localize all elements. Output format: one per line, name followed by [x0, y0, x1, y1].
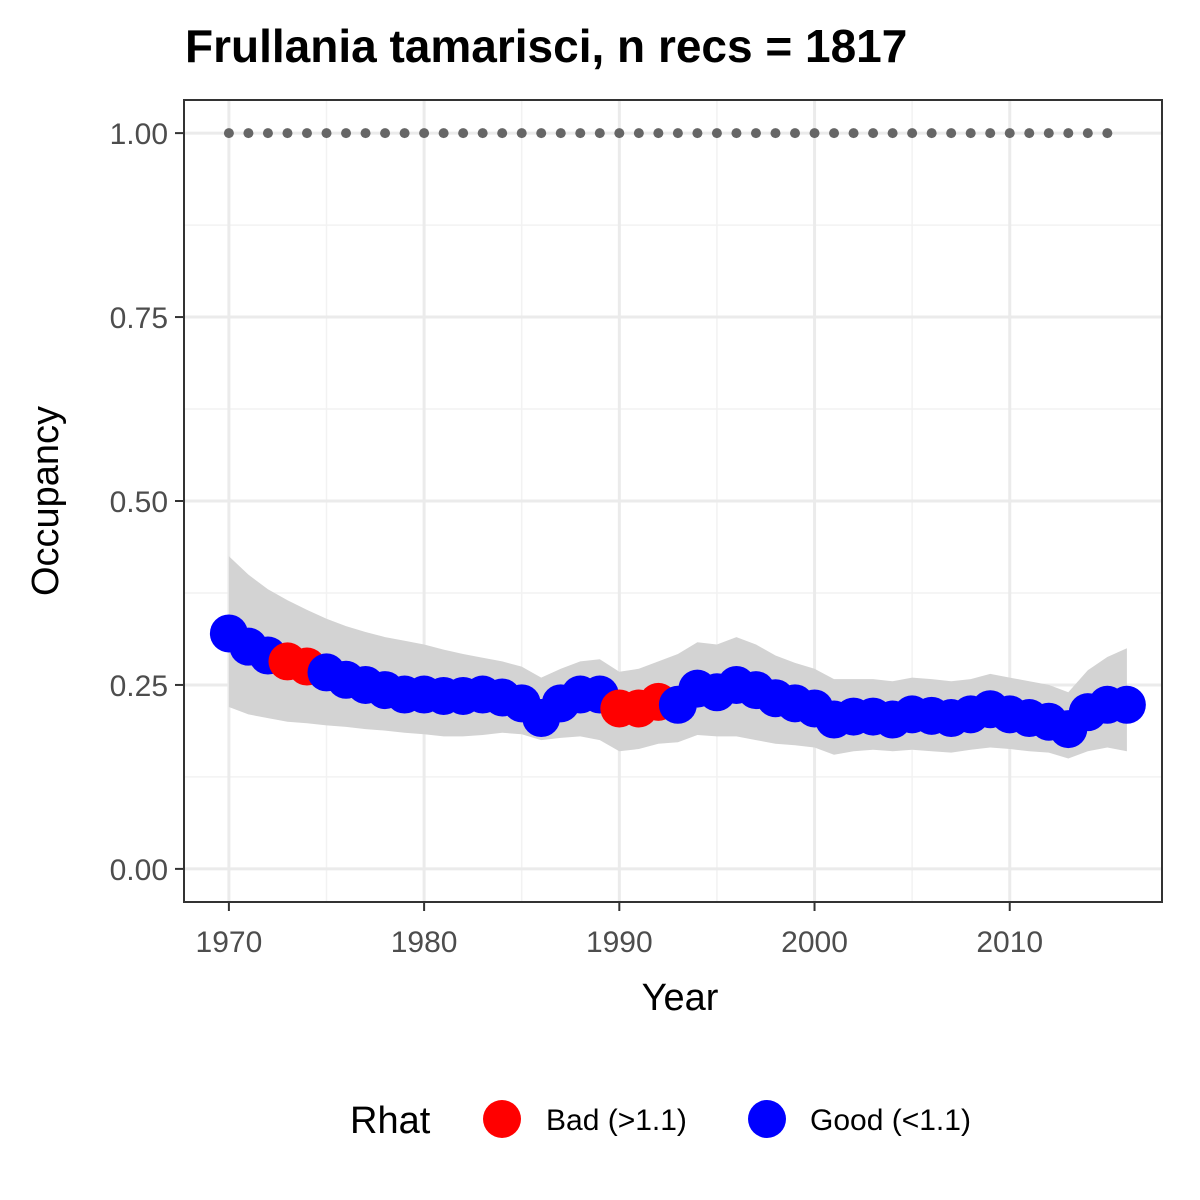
reference-point [536, 128, 547, 139]
reference-point [711, 128, 722, 139]
x-tick-label: 1970 [196, 926, 263, 959]
x-tick-label: 2000 [781, 926, 848, 959]
reference-point [614, 128, 625, 139]
reference-point [770, 128, 781, 139]
reference-point [809, 128, 820, 139]
y-tick-label: 1.00 [110, 118, 168, 151]
reference-point [848, 128, 859, 139]
reference-point [1102, 128, 1113, 139]
reference-point [633, 128, 644, 139]
reference-point [438, 128, 449, 139]
x-tick-label: 2010 [976, 926, 1043, 959]
reference-point [516, 128, 527, 139]
y-axis: 0.00 0.25 0.50 0.75 1.00 [110, 118, 184, 887]
reference-point [653, 128, 664, 139]
reference-point [692, 128, 703, 139]
legend-label-good: Good (<1.1) [810, 1104, 971, 1137]
reference-point [985, 128, 996, 139]
reference-point [458, 128, 469, 139]
reference-point [1024, 128, 1035, 139]
reference-point [262, 128, 273, 139]
legend-key-bad [483, 1100, 521, 1138]
chart-title: Frullania tamarisci, n recs = 1817 [185, 20, 907, 72]
reference-point [1082, 128, 1093, 139]
legend: Rhat Bad (>1.1) Good (<1.1) [350, 1100, 971, 1142]
x-tick-label: 1980 [391, 926, 458, 959]
reference-point [790, 128, 801, 139]
reference-point [672, 128, 683, 139]
y-tick-label: 0.75 [110, 302, 168, 335]
y-tick-label: 0.25 [110, 670, 168, 703]
reference-point [497, 128, 508, 139]
reference-point [1004, 128, 1015, 139]
reference-point [360, 128, 371, 139]
reference-point [575, 128, 586, 139]
y-tick-label: 0.00 [110, 854, 168, 887]
occupancy-point-good [1107, 685, 1146, 724]
reference-point [594, 128, 605, 139]
reference-point [1043, 128, 1054, 139]
reference-point [477, 128, 488, 139]
reference-point [926, 128, 937, 139]
reference-points-layer [223, 128, 1113, 139]
y-tick-label: 0.50 [110, 486, 168, 519]
reference-point [399, 128, 410, 139]
reference-point [282, 128, 293, 139]
reference-point [1063, 128, 1074, 139]
reference-point [223, 128, 234, 139]
reference-point [750, 128, 761, 139]
reference-point [868, 128, 879, 139]
x-tick-label: 1990 [586, 926, 653, 959]
reference-point [243, 128, 254, 139]
legend-title: Rhat [350, 1100, 431, 1142]
reference-point [419, 128, 430, 139]
reference-point [965, 128, 976, 139]
occupancy-points-layer [209, 614, 1146, 749]
y-axis-title: Occupancy [25, 406, 67, 596]
legend-label-bad: Bad (>1.1) [546, 1104, 687, 1137]
reference-point [731, 128, 742, 139]
reference-point [555, 128, 566, 139]
x-axis: 1970 1980 1990 2000 2010 [196, 902, 1043, 959]
reference-point [341, 128, 352, 139]
reference-point [907, 128, 918, 139]
legend-key-good [748, 1100, 786, 1138]
reference-point [321, 128, 332, 139]
reference-point [301, 128, 312, 139]
x-axis-title: Year [642, 977, 719, 1019]
reference-point [380, 128, 391, 139]
reference-point [829, 128, 840, 139]
reference-point [887, 128, 898, 139]
reference-point [946, 128, 957, 139]
